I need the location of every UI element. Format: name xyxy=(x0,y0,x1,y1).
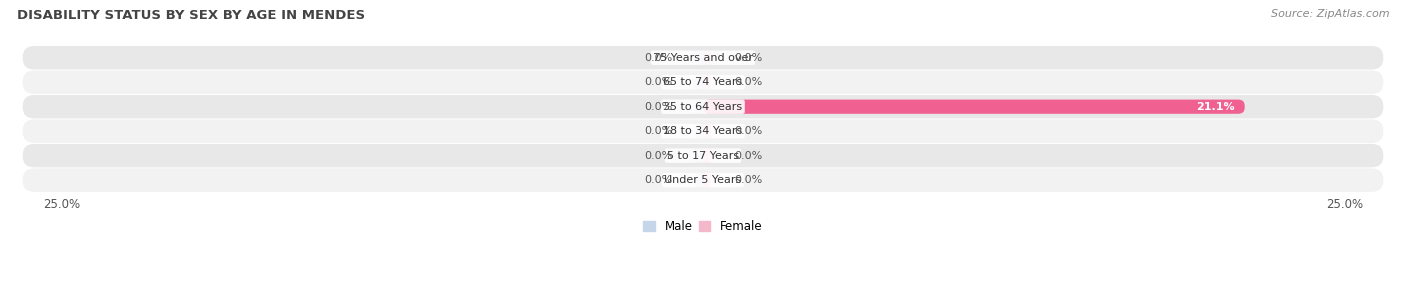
FancyBboxPatch shape xyxy=(22,120,1384,143)
Bar xyxy=(703,149,710,163)
Text: Under 5 Years: Under 5 Years xyxy=(665,175,741,185)
Text: Source: ZipAtlas.com: Source: ZipAtlas.com xyxy=(1271,9,1389,19)
Bar xyxy=(696,75,703,89)
FancyBboxPatch shape xyxy=(703,100,1244,114)
Text: 65 to 74 Years: 65 to 74 Years xyxy=(664,77,742,87)
Bar xyxy=(703,51,710,65)
Text: 0.0%: 0.0% xyxy=(644,175,672,185)
Bar xyxy=(696,100,703,114)
Text: 75 Years and over: 75 Years and over xyxy=(652,53,754,63)
FancyBboxPatch shape xyxy=(22,95,1384,118)
Text: 0.0%: 0.0% xyxy=(734,151,762,161)
Text: 0.0%: 0.0% xyxy=(644,77,672,87)
Text: 0.0%: 0.0% xyxy=(734,126,762,136)
Text: 0.0%: 0.0% xyxy=(644,102,672,112)
FancyBboxPatch shape xyxy=(22,168,1384,192)
Text: 0.0%: 0.0% xyxy=(644,53,672,63)
Text: 0.0%: 0.0% xyxy=(644,126,672,136)
Text: 0.0%: 0.0% xyxy=(734,175,762,185)
FancyBboxPatch shape xyxy=(22,70,1384,94)
Text: 0.0%: 0.0% xyxy=(644,151,672,161)
Bar xyxy=(696,51,703,65)
Text: 18 to 34 Years: 18 to 34 Years xyxy=(664,126,742,136)
Bar xyxy=(696,124,703,138)
Text: DISABILITY STATUS BY SEX BY AGE IN MENDES: DISABILITY STATUS BY SEX BY AGE IN MENDE… xyxy=(17,9,366,22)
Text: 35 to 64 Years: 35 to 64 Years xyxy=(664,102,742,112)
Bar xyxy=(703,124,710,138)
FancyBboxPatch shape xyxy=(22,144,1384,167)
Text: 21.1%: 21.1% xyxy=(1195,102,1234,112)
Bar xyxy=(703,173,710,187)
Bar xyxy=(703,75,710,89)
Text: 5 to 17 Years: 5 to 17 Years xyxy=(666,151,740,161)
Text: 0.0%: 0.0% xyxy=(734,77,762,87)
FancyBboxPatch shape xyxy=(22,46,1384,70)
Legend: Male, Female: Male, Female xyxy=(638,215,768,238)
Bar xyxy=(696,149,703,163)
Bar xyxy=(696,173,703,187)
Text: 0.0%: 0.0% xyxy=(734,53,762,63)
